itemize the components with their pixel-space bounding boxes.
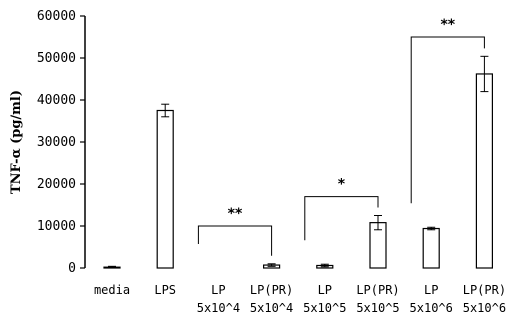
x-tick-label: 5x10^4: [197, 301, 240, 315]
x-tick-label: LP(PR): [356, 283, 399, 297]
x-tick-label: 5x10^5: [303, 301, 346, 315]
y-tick-label: 40000: [37, 93, 76, 108]
x-tick-label: LP: [318, 283, 332, 297]
x-tick-labels: media LPS LP 5x10^4 LP(PR) 5x10^4 LP 5x10^5 LP(P…: [94, 283, 506, 315]
x-tick-label: LP: [424, 283, 438, 297]
significance-label: *: [338, 177, 346, 193]
y-tick-label: 60000: [37, 9, 76, 24]
significance-brackets: *****: [197, 17, 485, 256]
y-tick-labels: 0 10000 20000 30000 40000 50000 60000: [37, 9, 76, 276]
y-tick-label: 50000: [37, 51, 76, 66]
x-tick-label: LP(PR): [250, 283, 293, 297]
x-tick-label: 5x10^6: [410, 301, 453, 315]
x-tick-label: LPS: [154, 283, 176, 297]
bar: [422, 227, 440, 269]
y-tick-label: 0: [68, 261, 76, 276]
significance-bracket: [304, 196, 379, 241]
y-axis-label: TNF-α (pg/ml): [9, 90, 24, 194]
significance-bracket: [197, 225, 273, 256]
bar: [156, 109, 174, 269]
x-tick-label: 5x10^5: [356, 301, 399, 315]
x-tick-label: 5x10^6: [463, 301, 506, 315]
y-axis: [80, 15, 86, 269]
x-tick-label: LP: [211, 283, 225, 297]
x-tick-label: media: [94, 283, 130, 297]
significance-label: **: [228, 206, 243, 222]
bar: [475, 73, 493, 269]
y-tick-label: 10000: [37, 219, 76, 234]
x-tick-label: LP(PR): [463, 283, 506, 297]
significance-bracket: [410, 36, 485, 204]
significance-label: **: [440, 17, 455, 33]
y-tick-label: 30000: [37, 135, 76, 150]
bars: [103, 73, 493, 269]
y-tick-label: 20000: [37, 177, 76, 192]
error-bars: [108, 55, 489, 269]
x-tick-label: 5x10^4: [250, 301, 293, 315]
